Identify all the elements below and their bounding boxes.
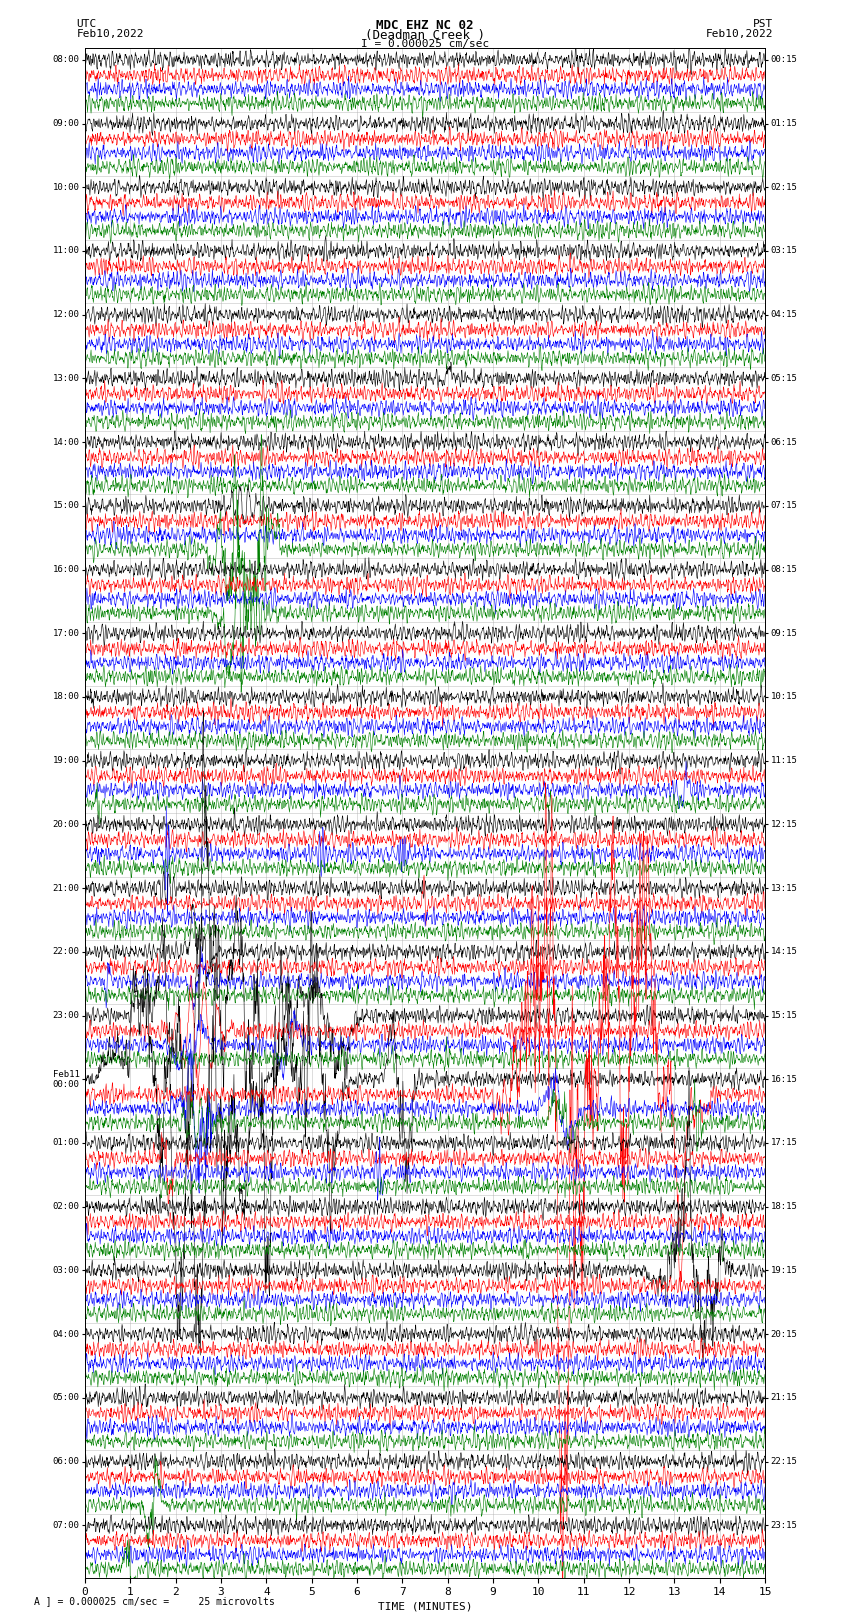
Text: UTC: UTC	[76, 19, 97, 29]
Text: A ] = 0.000025 cm/sec =     25 microvolts: A ] = 0.000025 cm/sec = 25 microvolts	[34, 1597, 275, 1607]
Text: I = 0.000025 cm/sec: I = 0.000025 cm/sec	[361, 39, 489, 48]
Text: Feb10,2022: Feb10,2022	[76, 29, 144, 39]
Text: MDC EHZ NC 02: MDC EHZ NC 02	[377, 19, 473, 32]
X-axis label: TIME (MINUTES): TIME (MINUTES)	[377, 1602, 473, 1611]
Text: (Deadman Creek ): (Deadman Creek )	[365, 29, 485, 42]
Text: PST: PST	[753, 19, 774, 29]
Text: Feb10,2022: Feb10,2022	[706, 29, 774, 39]
